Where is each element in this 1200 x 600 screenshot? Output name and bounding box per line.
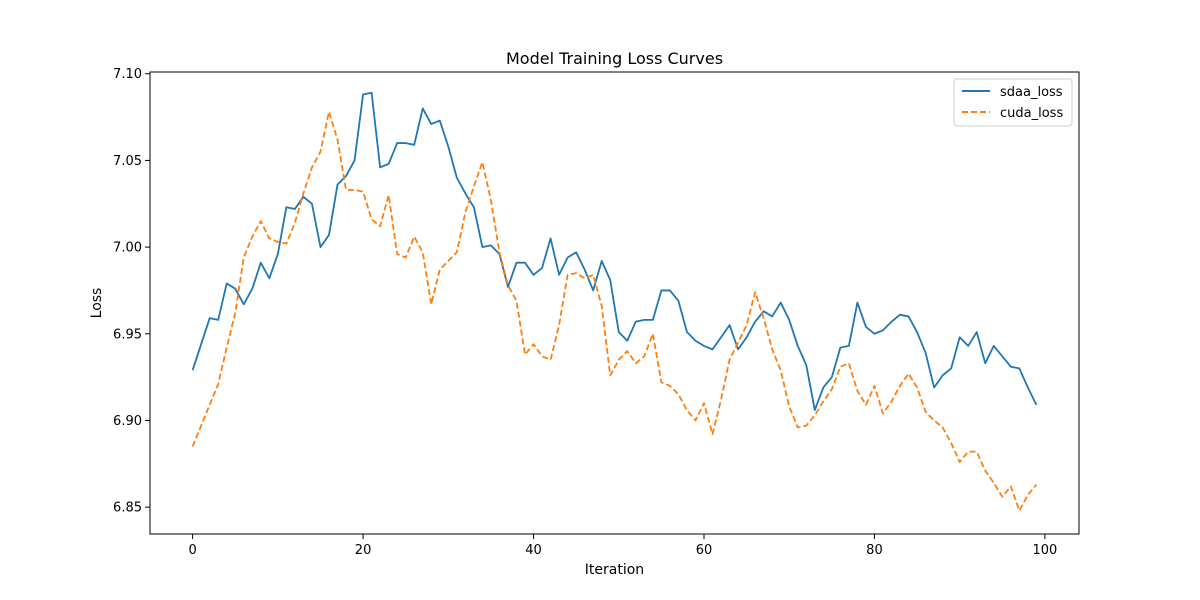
plot-area: [149, 71, 1080, 535]
y-tick-label: 6.95: [113, 327, 142, 342]
legend-label-cuda-loss: cuda_loss: [1000, 106, 1063, 121]
y-tick-label: 7.10: [113, 67, 142, 82]
x-tick-label: 0: [188, 543, 196, 558]
legend-label-sdaa-loss: sdaa_loss: [1000, 85, 1063, 100]
y-axis-label: Loss: [89, 288, 105, 319]
series-layer: [191, 91, 1038, 512]
x-tick-label: 40: [525, 543, 542, 558]
axes-frame: [149, 71, 1080, 535]
x-tick-label: 20: [355, 543, 372, 558]
x-tick-label: 100: [1032, 543, 1057, 558]
y-axis-ticks: 6.85 6.90 6.95 7.00 7.05 7.10: [113, 67, 150, 516]
legend: sdaa_loss cuda_loss: [953, 78, 1073, 127]
x-axis-label: Iteration: [585, 562, 644, 578]
y-tick-label: 7.05: [113, 154, 142, 169]
series-line-cuda-loss: [191, 110, 1038, 512]
y-tick-label: 6.90: [113, 414, 142, 429]
y-tick-label: 7.00: [113, 241, 142, 256]
x-tick-label: 60: [696, 543, 713, 558]
x-tick-label: 80: [866, 543, 883, 558]
y-tick-label: 6.85: [113, 501, 142, 516]
series-line-sdaa-loss: [191, 91, 1038, 411]
chart-title: Model Training Loss Curves: [506, 49, 723, 68]
x-axis-ticks: 0 20 40 60 80 100: [188, 534, 1057, 558]
